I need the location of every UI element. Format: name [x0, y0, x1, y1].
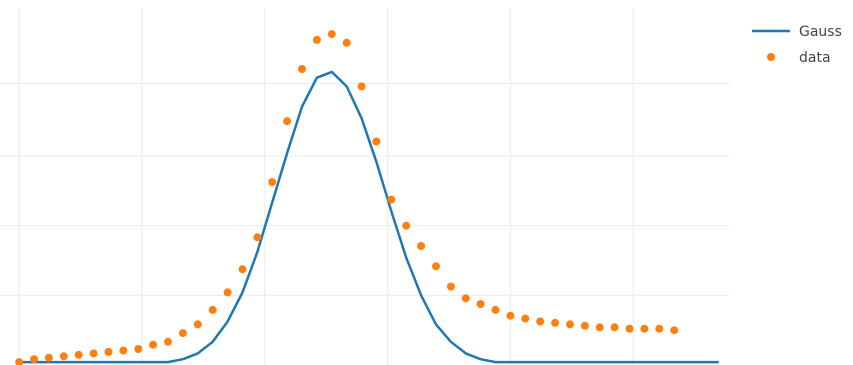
data-point[interactable]	[193, 320, 202, 329]
data-point[interactable]	[417, 242, 426, 250]
data-point[interactable]	[238, 265, 247, 274]
data-point[interactable]	[476, 300, 485, 308]
data-point[interactable]	[298, 65, 306, 73]
data-point[interactable]	[551, 318, 560, 327]
data-point[interactable]	[104, 347, 113, 356]
data-point[interactable]	[357, 82, 366, 91]
data-point[interactable]	[327, 30, 336, 39]
data-point[interactable]	[253, 233, 262, 242]
data-point[interactable]	[15, 358, 24, 365]
data-point[interactable]	[119, 346, 128, 355]
series-line-gauss	[19, 70, 719, 364]
data-point[interactable]	[74, 350, 83, 359]
data-point[interactable]	[387, 195, 396, 204]
data-point[interactable]	[491, 305, 500, 314]
series-markers-data	[15, 30, 679, 365]
data-point[interactable]	[640, 324, 649, 333]
data-point[interactable]	[625, 324, 634, 333]
legend: Gauss data	[752, 24, 842, 66]
data-point[interactable]	[536, 317, 545, 326]
data-point[interactable]	[432, 262, 440, 271]
data-point[interactable]	[446, 282, 455, 291]
data-point[interactable]	[566, 320, 574, 329]
data-point[interactable]	[30, 355, 39, 364]
data-point[interactable]	[521, 314, 530, 323]
data-point[interactable]	[506, 311, 515, 320]
data-point[interactable]	[670, 326, 679, 335]
data-point[interactable]	[283, 117, 292, 126]
data-point[interactable]	[610, 323, 619, 332]
data-point[interactable]	[402, 221, 411, 230]
data-point[interactable]	[595, 323, 604, 332]
grid-lines	[0, 8, 730, 365]
legend-item-gauss[interactable]: Gauss	[752, 24, 842, 40]
data-point[interactable]	[134, 345, 143, 353]
data-point[interactable]	[164, 337, 172, 346]
data-point[interactable]	[178, 329, 187, 338]
data-point[interactable]	[44, 353, 53, 362]
series-layer	[15, 30, 719, 365]
data-point[interactable]	[655, 324, 664, 333]
data-point[interactable]	[208, 305, 217, 314]
legend-label-gauss: Gauss	[799, 24, 842, 40]
data-point[interactable]	[149, 340, 158, 349]
legend-marker-swatch	[767, 53, 775, 61]
data-point[interactable]	[59, 352, 68, 361]
data-point[interactable]	[268, 178, 277, 187]
data-point[interactable]	[223, 288, 232, 297]
data-point[interactable]	[89, 349, 98, 358]
legend-label-data: data	[799, 50, 831, 66]
legend-item-data[interactable]: data	[767, 50, 831, 66]
data-point[interactable]	[461, 294, 470, 303]
data-point[interactable]	[312, 35, 321, 44]
data-point[interactable]	[372, 137, 381, 146]
data-point[interactable]	[342, 38, 351, 47]
data-point[interactable]	[580, 321, 589, 330]
